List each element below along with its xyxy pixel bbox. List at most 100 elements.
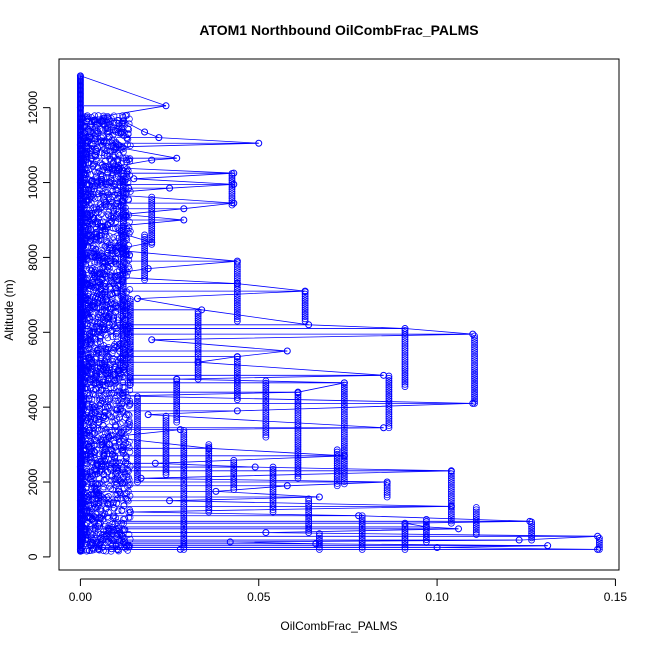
data-point	[262, 406, 270, 414]
data-point	[401, 543, 409, 551]
data-point	[118, 519, 126, 527]
data-point	[180, 456, 188, 463]
data-point	[122, 495, 130, 502]
data-point	[106, 147, 114, 155]
data-point	[103, 499, 111, 507]
data-point	[294, 396, 302, 404]
data-point	[118, 288, 126, 296]
data-point	[340, 397, 348, 405]
data-point	[162, 453, 170, 460]
data-point	[340, 401, 348, 409]
data-point	[471, 366, 478, 374]
data-point	[230, 477, 238, 484]
data-point	[77, 226, 84, 234]
data-point	[333, 453, 341, 460]
data-point	[91, 185, 98, 193]
data-point	[134, 447, 141, 454]
data-point	[447, 513, 455, 520]
data-point	[116, 239, 124, 247]
data-point	[447, 490, 455, 498]
data-point	[123, 158, 130, 166]
data-point	[173, 394, 181, 401]
data-point	[105, 508, 112, 516]
data-point	[134, 429, 141, 437]
data-point	[401, 347, 409, 355]
data-point	[84, 380, 91, 387]
data-point	[101, 447, 109, 455]
data-point	[96, 475, 103, 482]
data-point	[95, 396, 103, 404]
data-point	[105, 164, 113, 172]
data-point	[118, 296, 126, 303]
data-point	[114, 507, 122, 515]
data-point	[305, 497, 313, 505]
data-point	[385, 395, 393, 402]
data-point	[180, 492, 188, 499]
data-point	[94, 116, 102, 124]
data-point	[84, 302, 92, 310]
data-point	[80, 278, 88, 286]
data-point	[162, 423, 170, 431]
data-point	[180, 431, 188, 439]
data-point	[294, 391, 302, 399]
data-point	[88, 368, 95, 376]
data-point	[76, 396, 84, 404]
data-point	[125, 476, 133, 483]
data-point	[230, 463, 238, 471]
data-point	[340, 381, 348, 389]
data-point	[126, 334, 134, 341]
data-point	[92, 462, 99, 470]
data-point	[447, 481, 455, 489]
data-point	[205, 479, 213, 487]
data-point	[106, 500, 114, 508]
data-point	[230, 180, 238, 188]
data-point	[88, 504, 95, 512]
data-point	[94, 190, 102, 198]
data-point	[141, 238, 149, 246]
data-point	[205, 477, 213, 484]
data-point	[76, 463, 84, 471]
data-point	[111, 379, 119, 387]
data-point	[99, 259, 107, 267]
data-point	[447, 517, 455, 525]
data-point	[294, 450, 302, 457]
data-point	[77, 509, 84, 517]
data-point	[134, 438, 141, 445]
data-point	[205, 447, 213, 455]
data-point	[91, 253, 99, 261]
data-point	[340, 437, 348, 445]
data-point	[117, 340, 124, 348]
data-point	[194, 317, 202, 325]
data-point	[401, 367, 409, 375]
data-point	[180, 534, 188, 542]
data-point	[109, 164, 116, 172]
data-point	[447, 467, 455, 475]
data-point	[472, 506, 480, 514]
data-point	[401, 338, 409, 346]
data-point	[173, 375, 181, 383]
data-point	[595, 543, 603, 551]
y-tick-label: 6000	[26, 319, 40, 346]
data-point	[401, 546, 409, 553]
data-point	[194, 315, 202, 322]
data-point	[104, 370, 112, 377]
data-point	[340, 392, 348, 400]
data-point	[148, 195, 156, 203]
data-point	[109, 224, 117, 232]
data-point	[180, 485, 188, 493]
data-point	[76, 545, 84, 553]
data-point	[104, 113, 111, 120]
data-point	[401, 329, 409, 337]
data-point	[305, 520, 313, 527]
data-point	[82, 528, 89, 536]
data-point	[134, 474, 141, 481]
data-point	[447, 486, 455, 493]
data-point	[148, 209, 156, 217]
data-point	[125, 444, 133, 452]
data-point	[385, 410, 393, 418]
data-point	[294, 409, 302, 417]
data-point	[233, 315, 241, 323]
data-point	[105, 195, 113, 203]
data-point	[305, 504, 313, 512]
data-point	[472, 519, 480, 527]
